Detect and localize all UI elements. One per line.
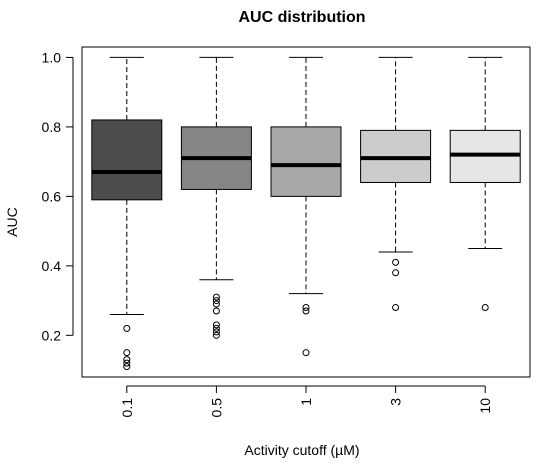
outlier-point — [302, 349, 310, 357]
plot-frame — [81, 46, 531, 378]
outlier-point — [123, 359, 131, 367]
plot-area: 0.2 0.4 0.6 0.8 1.0 0.1 0.5 1 3 10 — [42, 46, 531, 418]
outlier-point — [212, 331, 220, 339]
outlier-point — [212, 293, 220, 301]
chart-title: AUC distribution — [238, 9, 365, 26]
outlier-point — [212, 297, 220, 305]
outlier-point — [212, 324, 220, 332]
outlier-point — [212, 321, 220, 329]
x-tick-label: 10 — [477, 398, 493, 414]
outlier-point — [392, 258, 400, 266]
y-tick-label: 0.2 — [42, 327, 62, 343]
outlier-point — [302, 304, 310, 312]
y-tick-label: 1.0 — [42, 49, 62, 65]
outlier-point — [123, 363, 131, 371]
outlier-point — [302, 307, 310, 315]
outlier-point — [212, 300, 220, 308]
outlier-point — [123, 356, 131, 364]
outlier-point — [392, 304, 400, 312]
y-axis-label: AUC — [4, 207, 20, 237]
box-1 — [270, 126, 342, 197]
x-tick-label: 0.1 — [119, 398, 135, 418]
x-axis-label: Activity cutoff (µM) — [244, 442, 359, 458]
y-tick-label: 0.4 — [42, 258, 62, 274]
x-tick-label: 0.5 — [208, 398, 224, 418]
outlier-point — [392, 269, 400, 277]
x-tick-label: 3 — [388, 398, 404, 406]
outlier-point — [212, 307, 220, 315]
y-tick-label: 0.6 — [42, 188, 62, 204]
outlier-point — [481, 304, 489, 312]
x-tick-label: 1 — [298, 398, 314, 406]
outlier-point — [123, 324, 131, 332]
box-0.1 — [91, 119, 163, 201]
y-tick-label: 0.8 — [42, 119, 62, 135]
outlier-point — [123, 349, 131, 357]
outlier-point — [212, 328, 220, 336]
